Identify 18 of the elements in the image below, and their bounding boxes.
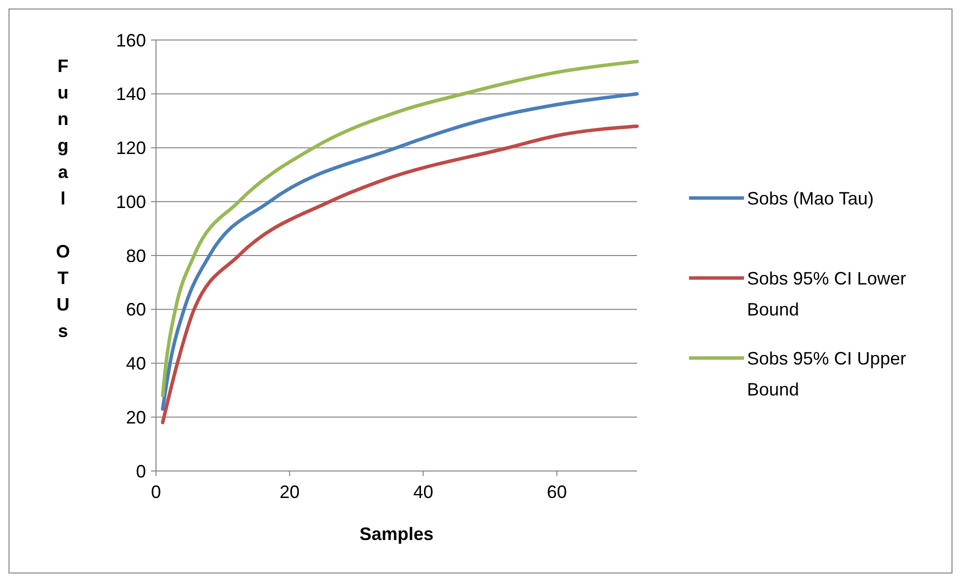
y-tick-label: 80: [126, 246, 146, 266]
x-axis-title: Samples: [359, 524, 434, 544]
y-tick-label: 100: [116, 192, 146, 212]
legend-label: Sobs 95% CI Lower Bound: [747, 268, 906, 320]
legend-label: Sobs 95% CI Upper Bound: [747, 348, 906, 400]
x-tick-label: 60: [546, 482, 567, 502]
y-tick-label: 60: [126, 300, 146, 320]
y-tick-label: 0: [136, 461, 146, 482]
y-tick-label: 40: [126, 354, 146, 374]
x-tick-label: 40: [413, 482, 434, 502]
y-tick-label: 120: [116, 138, 146, 158]
y-tick-label: 20: [126, 407, 146, 428]
y-tick-label: 160: [116, 30, 146, 50]
y-tick-label: 140: [116, 84, 146, 104]
text: Fungal OTUs: [56, 56, 70, 341]
x-tick-label: 20: [280, 482, 300, 502]
x-tick-label: 0: [150, 482, 162, 502]
legend-label: Sobs (Mao Tau): [747, 188, 874, 208]
